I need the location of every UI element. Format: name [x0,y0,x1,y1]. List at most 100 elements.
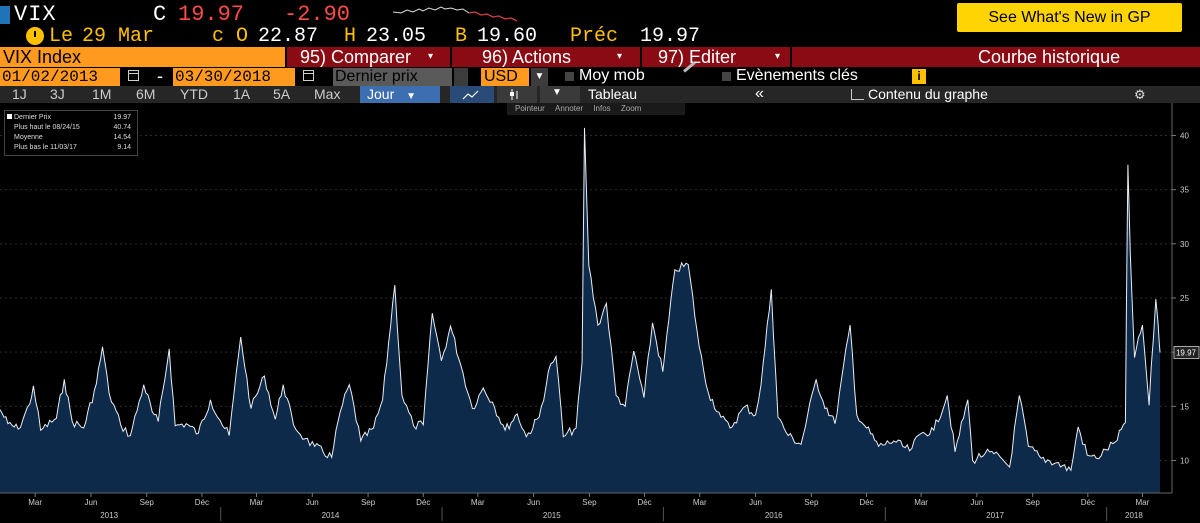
gear-icon[interactable]: ⚙ [1134,87,1146,102]
vix-history-chart: 10152025303540 MarJunSepDécMarJunSepDécM… [0,103,1200,523]
end-date-input[interactable]: 03/30/2018 [173,68,295,86]
clock-icon [26,27,44,45]
price-line [0,127,1161,472]
y-tick-label: 10 [1180,457,1189,466]
separator [640,47,642,67]
x-tick-label: Jun [749,498,762,507]
period-1d[interactable]: 1J [12,86,27,102]
year-label: 2013 [100,511,118,520]
chevron-down-icon: ▼ [406,91,417,102]
currency-select[interactable]: USD [481,68,529,86]
period-max[interactable]: Max [314,86,341,102]
legend-label: Dernier Prix [14,114,51,121]
function-bar [0,47,1200,67]
separator [790,47,792,67]
year-label: 2017 [986,511,1004,520]
legend-row: Plus haut le 08/24/15 40.74 [14,123,134,132]
last-price-label: C [153,2,167,27]
period-3d[interactable]: 3J [50,86,65,102]
moving-average-checkbox[interactable] [565,72,574,81]
legend-value: 40.74 [113,124,131,131]
sparkline-up [393,6,518,22]
x-tick-label: Sep [1026,498,1041,507]
x-tick-label: Sep [140,498,155,507]
zoom-tool[interactable]: Zoom [620,104,642,113]
x-tick-label: Déc [637,498,651,507]
x-tick-label: Mar [693,498,707,507]
chevron-down-icon[interactable]: ▾ [775,51,781,62]
period-5y[interactable]: 5A [273,86,291,102]
last-price-value: 19.97 [178,2,245,27]
frequency-label: Jour [367,86,395,102]
x-axis: Mar Jun Sep Déc Mar Jun Sep Déc Mar Jun Sep Déc Mar J… [0,492,1172,521]
chevron-down-icon[interactable]: ▾ [428,51,434,62]
period-1m[interactable]: 1M [92,86,112,102]
ticker-symbol: VIX [14,2,57,27]
chart-content-button[interactable]: Contenu du graphe [868,86,988,102]
key-events-checkbox[interactable] [722,72,731,81]
pointer-tool[interactable]: Pointeur [515,104,545,113]
moving-average-label: Moy mob [579,67,645,84]
x-tick-label: Déc [195,498,209,507]
period-6m[interactable]: 6M [136,86,156,102]
y-tick-label: 25 [1180,294,1189,303]
candle-chart-button[interactable] [497,86,537,103]
info-tool[interactable]: Infos [593,104,611,113]
year-label: 2015 [543,511,561,520]
start-date-input[interactable]: 01/02/2013 [0,68,120,86]
chevron-down-icon[interactable]: ▾ [617,51,623,62]
price-area [0,127,1160,494]
price-field-select[interactable]: Dernier prix [333,68,452,86]
x-tick-label: Sep [804,498,819,507]
x-tick-label: Déc [859,498,873,507]
table-view-button[interactable]: Tableau [588,86,638,102]
chevron-down-icon[interactable]: ▼ [531,68,548,86]
date-label: Le [49,25,74,48]
x-tick-label: Mar [914,498,928,507]
chevron-down-icon: ▼ [552,87,562,98]
edit-menu[interactable]: 97) Editer [658,47,737,67]
frequency-select[interactable]: Jour ▼ [360,86,440,103]
prev-close-value: 19.97 [640,25,701,48]
x-tick-label: Mar [471,498,485,507]
intraday-sparkline [393,6,518,22]
date-separator: - [157,66,163,86]
function-title: Courbe historique [978,47,1121,67]
compare-menu[interactable]: 95) Comparer [300,47,412,67]
period-ytd[interactable]: YTD [180,86,208,102]
open-value: 22.87 [258,25,319,48]
period-toolbar [0,86,1200,103]
open-label: c O [212,25,249,48]
annotate-tool[interactable]: Annoter [555,104,584,113]
x-tick-label: Mar [250,498,264,507]
x-tick-label: Déc [1081,498,1095,507]
x-tick-label: Déc [416,498,430,507]
separator [450,47,452,67]
legend-row: Moyenne 14.54 [14,133,134,142]
prev-close-label: Préc [570,25,619,48]
calendar-icon[interactable] [303,70,314,81]
chevron-down-icon[interactable] [454,68,468,86]
calendar-icon[interactable] [128,70,139,81]
last-value-box [1173,346,1200,359]
info-icon[interactable]: i [912,69,926,84]
x-tick-label: Jun [527,498,540,507]
options-bar [0,67,1200,87]
year-label: 2014 [322,511,340,520]
legend-value: 14.54 [113,134,131,141]
last-value-tag: 19.97 [1173,346,1200,359]
line-chart-button[interactable] [450,86,494,103]
period-1y[interactable]: 1A [233,86,251,102]
whats-new-button[interactable]: See What's New in GP [957,3,1182,32]
x-tick-label: Sep [361,498,376,507]
legend-value: 19.97 [113,114,131,121]
collapse-panel-icon[interactable]: « [755,85,764,102]
year-label: 2016 [765,511,783,520]
last-value-text: 19.97 [1176,348,1197,357]
y-tick-label: 15 [1180,402,1189,411]
high-value: 23.05 [366,25,427,48]
legend-label: Moyenne [14,134,43,141]
actions-menu[interactable]: 96) Actions [482,47,572,67]
security-name[interactable]: VIX Index [0,47,285,67]
chart-type-dropdown[interactable]: ▼ [540,86,580,103]
